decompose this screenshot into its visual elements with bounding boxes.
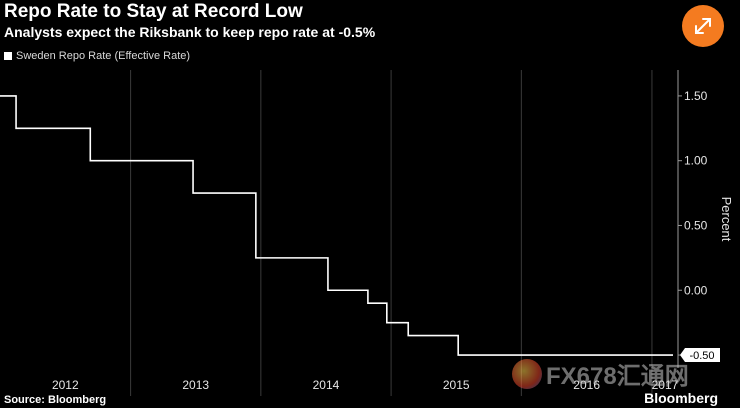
legend-swatch — [4, 52, 12, 60]
x-tick-label: 2016 — [573, 378, 600, 392]
y-tick-label: 0.50 — [684, 218, 708, 232]
x-tick-label: 2012 — [52, 378, 79, 392]
chart-title: Repo Rate to Stay at Record Low — [4, 1, 303, 22]
expand-arrows-icon — [695, 18, 711, 34]
watermark-logo-icon — [512, 358, 542, 389]
y-axis-title: Percent — [719, 197, 734, 242]
y-tick-label: 1.50 — [684, 89, 708, 103]
x-tick-label: 2015 — [443, 378, 470, 392]
x-tick-label: 2013 — [182, 378, 209, 392]
chart-subtitle: Analysts expect the Riksbank to keep rep… — [4, 24, 376, 40]
y-tick-label: 1.00 — [684, 154, 708, 168]
x-tick-label: 2014 — [313, 378, 340, 392]
expand-button[interactable] — [682, 5, 724, 47]
watermark: FX678汇通网 — [512, 356, 689, 391]
legend-label: Sweden Repo Rate (Effective Rate) — [16, 50, 191, 62]
last-value-label: -0.50 — [689, 350, 714, 362]
y-tick-label: 0.00 — [684, 283, 708, 297]
source-note: Source: Bloomberg — [4, 394, 107, 406]
watermark-text: FX678汇通网 — [546, 363, 689, 390]
brand-logo: Bloomberg — [644, 390, 718, 406]
last-value-callout — [680, 348, 720, 363]
x-tick-label: 2017 — [652, 378, 679, 392]
series-line — [0, 95, 674, 356]
legend: Sweden Repo Rate (Effective Rate) — [4, 50, 190, 62]
